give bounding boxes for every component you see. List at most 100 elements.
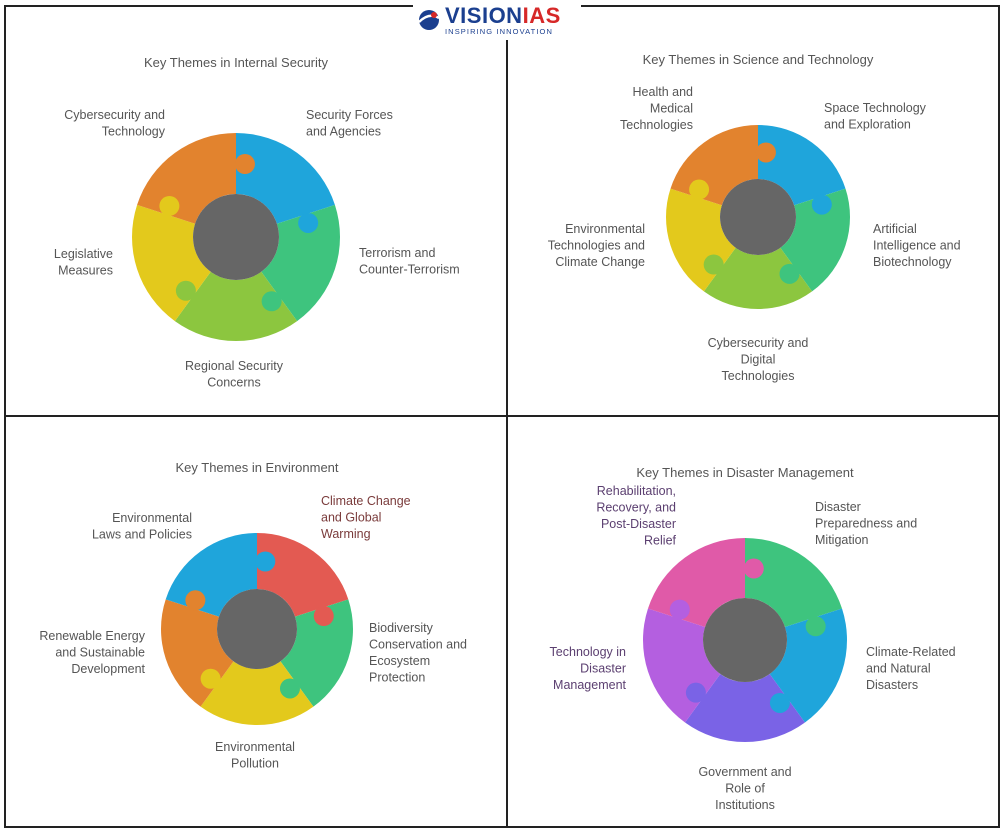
theme-label-line: Government and (698, 765, 791, 779)
theme-label-line: Technologies (722, 369, 795, 383)
wheel-segment (758, 125, 846, 206)
theme-label: Health and Medical Technologies (620, 85, 693, 132)
theme-label-line: Pollution (231, 757, 279, 771)
theme-label-line: Terrorism and (359, 246, 435, 260)
puzzle-tab (669, 599, 690, 620)
wheel-hub (720, 179, 796, 255)
panel-title: Key Themes in Environment (175, 460, 338, 475)
theme-label: Security Forces and Agencies (306, 108, 393, 139)
theme-label-line: Security Forces (306, 108, 393, 122)
puzzle-tab (805, 616, 826, 637)
panel-title: Key Themes in Disaster Management (636, 465, 854, 480)
theme-wheel (161, 533, 353, 725)
theme-label-line: Management (553, 678, 626, 692)
puzzle-tab (261, 291, 282, 312)
wheel-segment (257, 533, 349, 617)
brand-tagline: INSPIRING INNOVATION (445, 26, 553, 36)
theme-label: Space Technology and Exploration (824, 101, 927, 132)
wheel-hub (217, 589, 297, 669)
puzzle-tab (279, 678, 300, 699)
panel-environment: Key Themes in Environment Climate Change… (39, 460, 467, 771)
panel-internal-security: Key Themes in Internal Security Security… (54, 55, 460, 390)
theme-label-line: Concerns (207, 376, 261, 390)
theme-label-line: Climate-Related (866, 645, 956, 659)
theme-wheel (666, 125, 850, 309)
theme-label-line: and Natural (866, 662, 931, 676)
puzzle-tab (185, 590, 206, 611)
panel-disaster-management: Key Themes in Disaster Management Disast… (550, 465, 956, 812)
puzzle-tab (689, 179, 710, 200)
theme-label-line: Biodiversity (369, 621, 434, 635)
theme-label: Regional Security Concerns (185, 359, 284, 390)
theme-label: Terrorism and Counter-Terrorism (359, 246, 460, 277)
theme-label-line: Medical (650, 102, 693, 116)
theme-label-line: Disaster (815, 500, 861, 514)
wheel-segment (780, 188, 850, 292)
puzzle-tab (769, 692, 790, 713)
theme-label-line: Cybersecurity and (64, 108, 165, 122)
theme-label-line: Renewable Energy (39, 629, 145, 643)
puzzle-tab (298, 212, 319, 233)
theme-label: Climate Change and Global Warming (321, 494, 411, 541)
puzzle-tab (743, 558, 764, 579)
puzzle-tab (159, 195, 180, 216)
wheel-segment (280, 599, 353, 707)
theme-label-line: Climate Change (555, 255, 645, 269)
theme-label-line: Institutions (715, 798, 775, 812)
wheel-segment (703, 247, 813, 309)
wheel-segment (200, 661, 314, 725)
theme-label-line: Warming (321, 527, 371, 541)
wheel-segment (745, 538, 843, 628)
wheel-segment (236, 133, 335, 224)
theme-label-line: Rehabilitation, (597, 484, 676, 498)
wheel-segment (685, 673, 805, 742)
theme-label-line: Digital (741, 353, 776, 367)
theme-label-line: Ecosystem (369, 654, 430, 668)
wheel-hub (193, 194, 279, 280)
globe-icon (417, 8, 441, 32)
theme-label-line: Relief (644, 534, 676, 548)
theme-label: Cybersecurity and Digital Technologies (708, 336, 809, 383)
theme-label-line: Recovery, and (596, 501, 676, 515)
theme-label: Climate-Related and Natural Disasters (866, 645, 956, 692)
theme-label-line: Climate Change (321, 494, 411, 508)
theme-label-line: Artificial (873, 222, 917, 236)
theme-wheel (132, 133, 340, 341)
theme-wheel (643, 538, 847, 742)
theme-label-line: Laws and Policies (92, 528, 192, 542)
theme-label-line: Biotechnology (873, 255, 952, 269)
theme-label-line: Regional Security (185, 359, 284, 373)
theme-label: Rehabilitation, Recovery, and Post-Disaste… (596, 484, 676, 548)
panel-title: Key Themes in Internal Security (144, 55, 329, 70)
theme-label-line: Environmental (215, 740, 295, 754)
theme-label-line: Legislative (54, 247, 113, 261)
theme-label: Technology in Disaster Management (550, 645, 627, 692)
theme-label-line: Post-Disaster (601, 517, 676, 531)
theme-label-line: Environmental (112, 511, 192, 525)
theme-label: Environmental Pollution (215, 740, 295, 771)
theme-label-line: Role of (725, 782, 765, 796)
horizontal-divider (6, 415, 998, 417)
theme-label-line: Health and (633, 85, 694, 99)
brand-name-part1: VISION (445, 2, 523, 28)
brand-name-part2: IAS (522, 2, 561, 28)
theme-label-line: Cybersecurity and (708, 336, 809, 350)
puzzle-tab (755, 142, 776, 163)
theme-label-line: Environmental (565, 222, 645, 236)
theme-label-line: and Sustainable (55, 646, 145, 660)
puzzle-tab (313, 606, 334, 627)
wheel-hub (703, 598, 787, 682)
theme-label: Environmental Technologies and Climate Cha… (548, 222, 645, 269)
theme-label-line: Technology (102, 125, 166, 139)
theme-label-line: Disasters (866, 678, 918, 692)
theme-label: Biodiversity Conservation and Ecosystem Pro… (369, 621, 467, 685)
puzzle-tab (811, 194, 832, 215)
puzzle-tab (175, 280, 196, 301)
theme-label-line: and Exploration (824, 118, 911, 132)
theme-label: Artificial Intelligence and Biotechnology (873, 222, 961, 269)
theme-label-line: Technologies (620, 118, 693, 132)
theme-label-line: Intelligence and (873, 239, 961, 253)
puzzle-tab (685, 682, 706, 703)
theme-label-line: Mitigation (815, 533, 869, 547)
panel-title: Key Themes in Science and Technology (643, 52, 874, 67)
